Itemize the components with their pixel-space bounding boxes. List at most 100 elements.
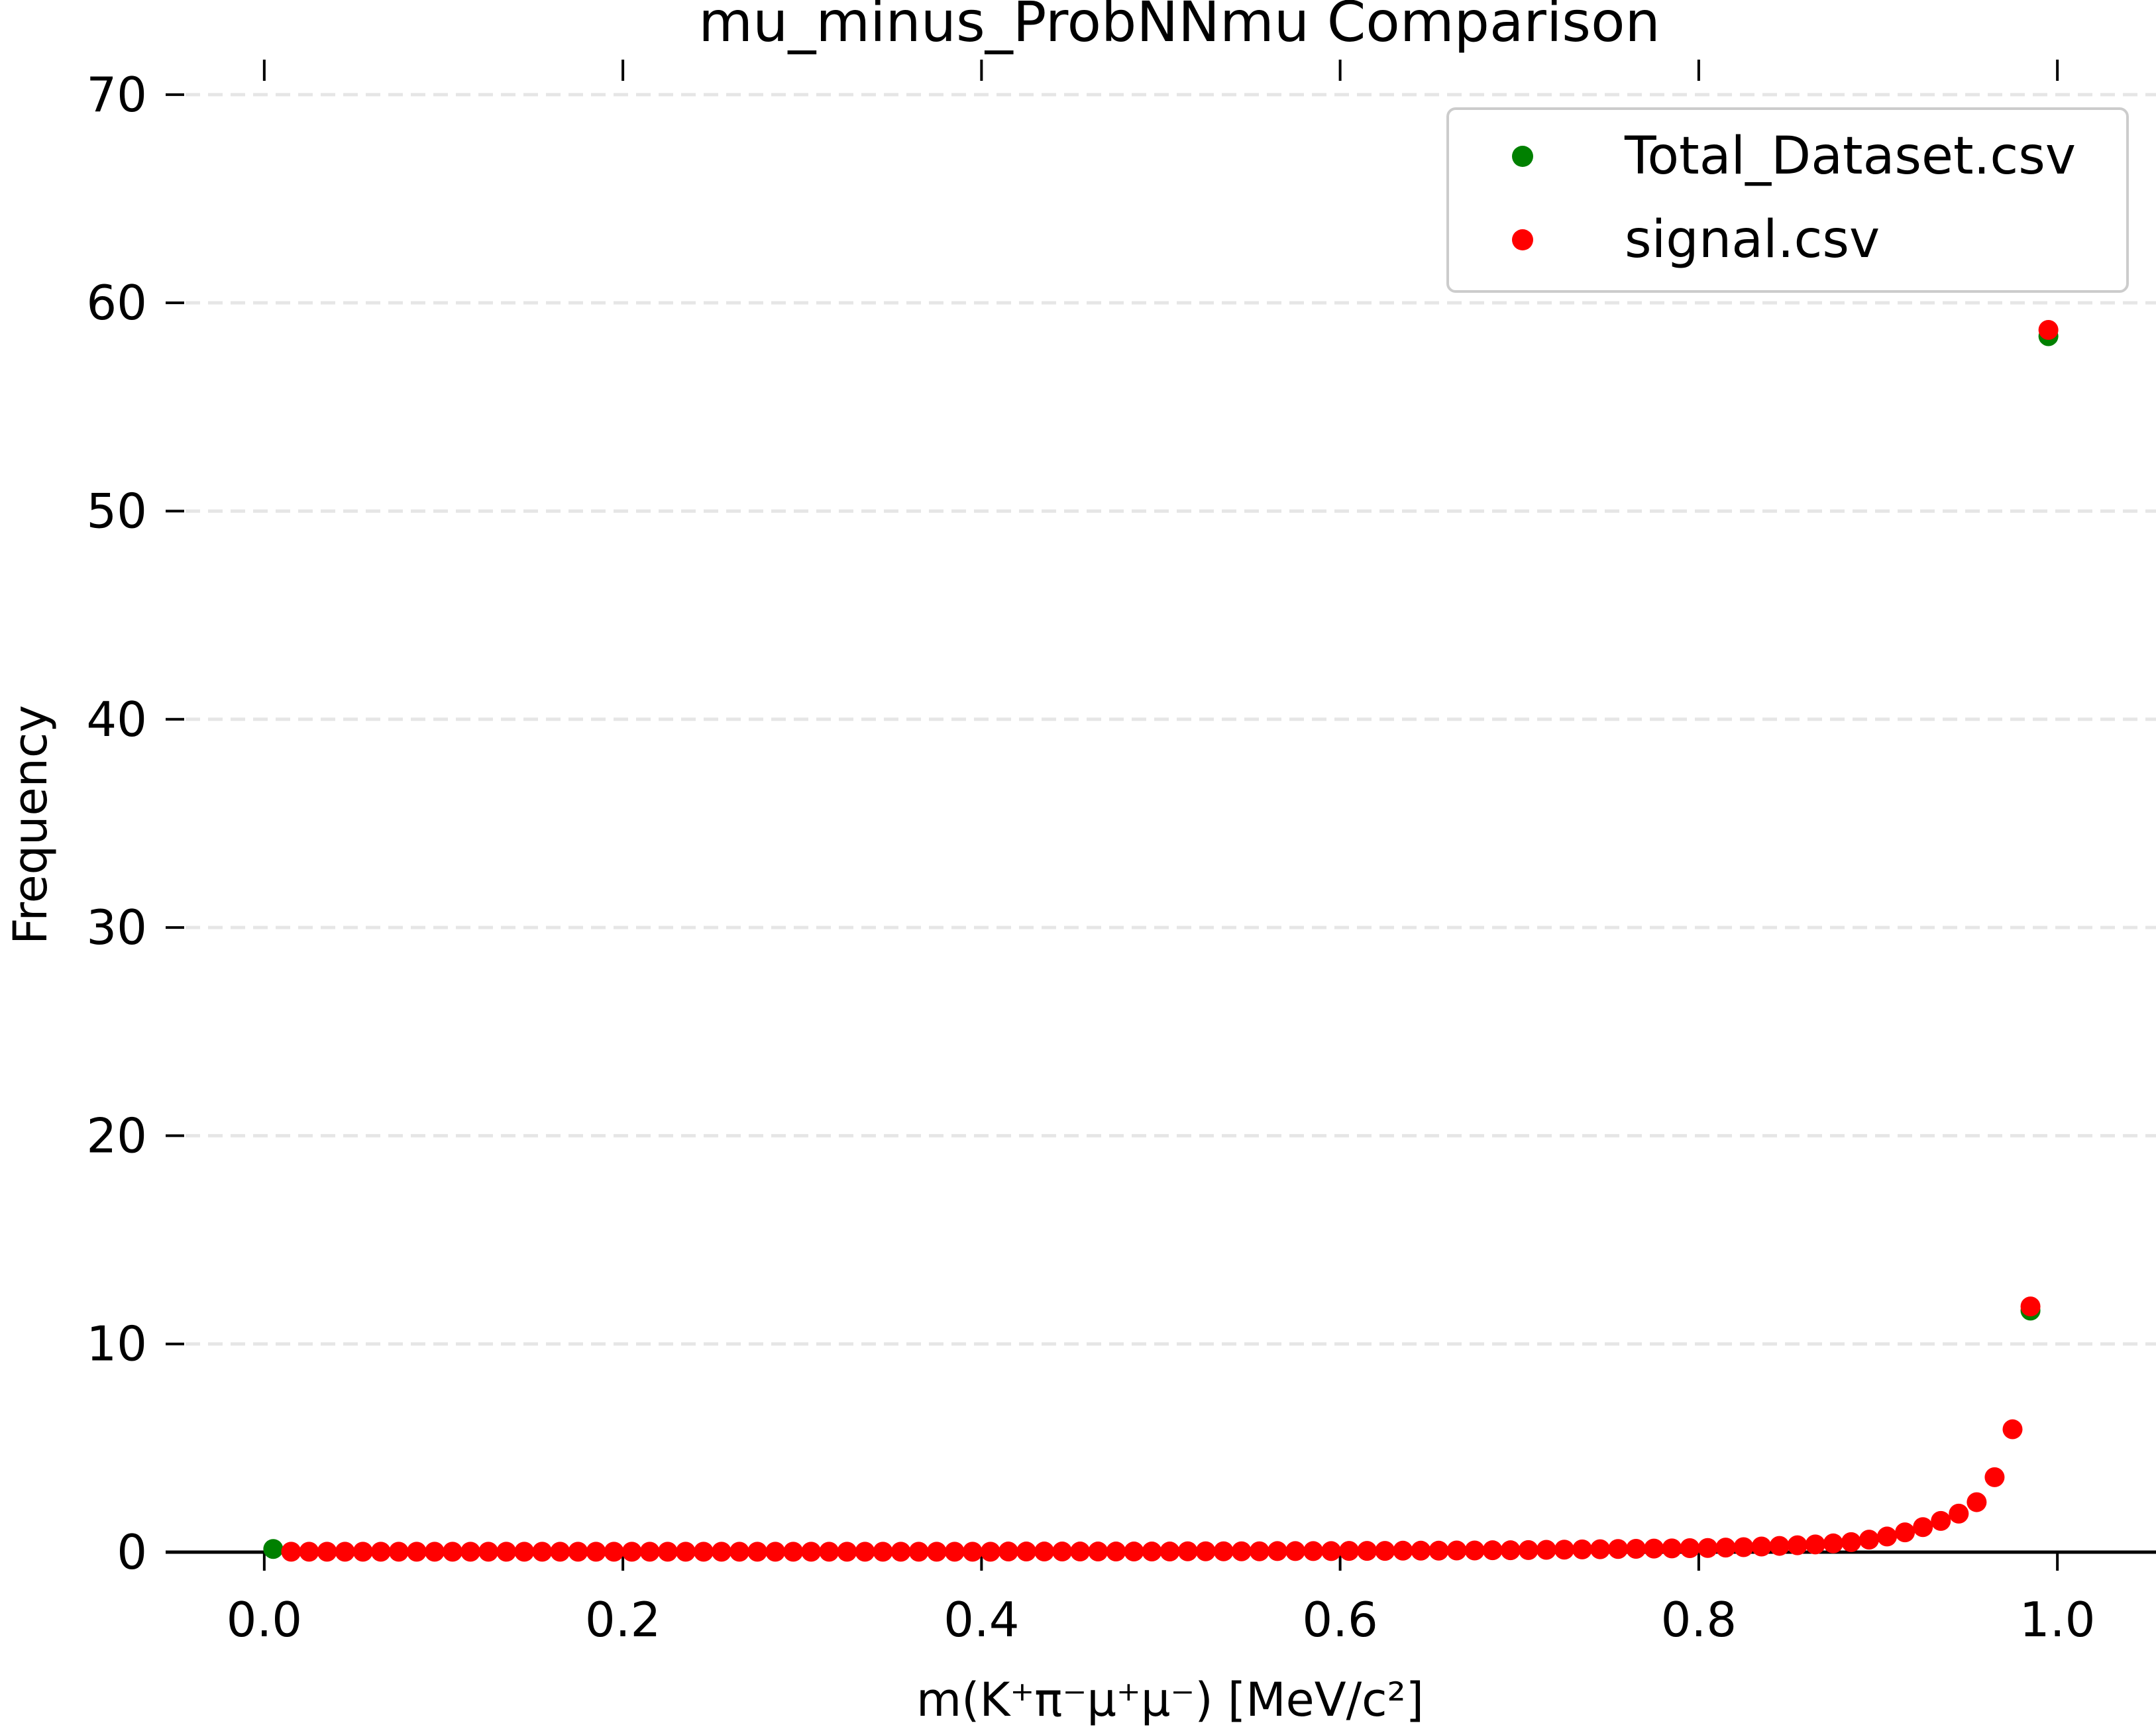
point-signal: [1231, 1541, 1252, 1561]
point-signal: [1787, 1535, 1807, 1555]
point-signal: [1536, 1540, 1556, 1560]
point-signal: [1733, 1537, 1754, 1557]
point-signal: [1805, 1534, 1825, 1555]
top-tick-marks: [262, 60, 2059, 81]
point-signal: [926, 1542, 947, 1562]
x-axis-label: m(K⁺π⁻μ⁺μ⁻) [MeV/c²]: [916, 1673, 1424, 1727]
point-signal: [1375, 1541, 1395, 1561]
point-signal: [1285, 1541, 1305, 1561]
point-signal: [1913, 1517, 1933, 1538]
point-signal: [1518, 1540, 1538, 1560]
point-signal: [1124, 1542, 1144, 1562]
point-signal: [1339, 1541, 1360, 1561]
point-signal: [1034, 1542, 1055, 1562]
point-signal: [819, 1542, 839, 1562]
point-signal: [1142, 1542, 1162, 1562]
point-signal: [1877, 1526, 1898, 1547]
point-signal: [1464, 1540, 1485, 1561]
point-signal: [1303, 1541, 1324, 1561]
point-signal: [550, 1542, 570, 1562]
point-signal: [1751, 1536, 1772, 1557]
point-signal: [693, 1542, 714, 1562]
legend-label-signal: signal.csv: [1625, 210, 1880, 270]
point-signal: [639, 1542, 660, 1562]
point-signal: [604, 1542, 624, 1562]
point-signal: [1662, 1538, 1682, 1559]
legend-box: [1446, 107, 2129, 293]
point-signal: [1070, 1542, 1091, 1562]
gridlines: [186, 93, 2156, 1346]
point-signal: [711, 1542, 731, 1562]
point-signal: [1446, 1540, 1467, 1561]
chart-title: mu_minus_ProbNNmu Comparison: [698, 0, 1660, 54]
point-signal: [514, 1542, 535, 1562]
point-signal: [657, 1542, 678, 1562]
point-signal: [586, 1542, 606, 1562]
point-signal: [1177, 1541, 1198, 1561]
point-signal: [335, 1542, 355, 1562]
y-tick-label: 40: [86, 692, 147, 747]
y-tick-label: 30: [86, 900, 147, 955]
point-signal: [1088, 1542, 1108, 1562]
y-tick-label: 0: [117, 1524, 147, 1580]
point-signal: [890, 1542, 911, 1562]
legend-label-total: Total_Dataset.csv: [1624, 127, 2076, 186]
point-signal: [1016, 1542, 1037, 1562]
point-signal: [352, 1542, 373, 1562]
point-signal: [873, 1542, 893, 1562]
y-tick-label: 10: [86, 1316, 147, 1372]
point-signal: [765, 1542, 786, 1562]
data-points: [263, 320, 2059, 1562]
point-signal: [1411, 1540, 1431, 1561]
y-axis: 0 10 20 30 40 50 60 70: [86, 67, 184, 1580]
point-signal: [747, 1542, 768, 1562]
point-signal: [1680, 1538, 1700, 1559]
point-signal: [2038, 320, 2059, 341]
point-signal: [855, 1542, 875, 1562]
y-tick-label: 60: [86, 275, 147, 331]
point-signal: [1321, 1541, 1342, 1561]
point-signal: [1984, 1467, 2005, 1487]
point-signal: [460, 1542, 481, 1562]
point-signal: [1698, 1538, 1718, 1558]
point-signal: [1106, 1542, 1126, 1562]
point-signal: [998, 1542, 1018, 1562]
legend-marker-total: [1512, 146, 1533, 167]
point-signal: [1249, 1541, 1269, 1561]
x-tick-label: 0.6: [1302, 1592, 1378, 1648]
y-tick-label: 70: [86, 67, 147, 123]
point-signal: [1769, 1536, 1790, 1556]
legend-marker-signal: [1512, 229, 1533, 250]
point-signal: [621, 1542, 642, 1562]
point-signal: [1500, 1540, 1521, 1561]
point-signal: [317, 1542, 337, 1562]
point-total-dataset: [263, 1539, 284, 1559]
y-tick-label: 20: [86, 1108, 147, 1163]
point-signal: [1895, 1522, 1915, 1543]
point-signal: [1572, 1539, 1592, 1559]
point-signal: [1859, 1530, 1879, 1550]
point-signal: [1554, 1540, 1574, 1560]
point-signal: [908, 1542, 929, 1562]
point-signal: [1823, 1533, 1843, 1553]
point-signal: [443, 1542, 463, 1562]
point-signal: [1949, 1503, 1969, 1524]
point-signal: [1213, 1541, 1234, 1561]
point-signal: [1931, 1510, 1951, 1531]
point-signal: [1715, 1538, 1736, 1558]
point-signal: [496, 1542, 517, 1562]
point-signal: [801, 1542, 822, 1562]
point-signal: [1967, 1492, 1987, 1512]
point-signal: [299, 1542, 319, 1562]
point-signal: [424, 1542, 445, 1562]
point-signal: [1357, 1541, 1377, 1561]
point-signal: [837, 1542, 857, 1562]
y-tick-label: 50: [86, 483, 147, 539]
point-signal: [1052, 1542, 1073, 1562]
point-signal: [1195, 1541, 1216, 1561]
x-axis: 0.0 0.2 0.4 0.6 0.8 1.0: [166, 1550, 2156, 1648]
point-signal: [944, 1542, 965, 1562]
x-tick-label: 0.2: [585, 1592, 661, 1648]
point-signal: [478, 1542, 499, 1562]
